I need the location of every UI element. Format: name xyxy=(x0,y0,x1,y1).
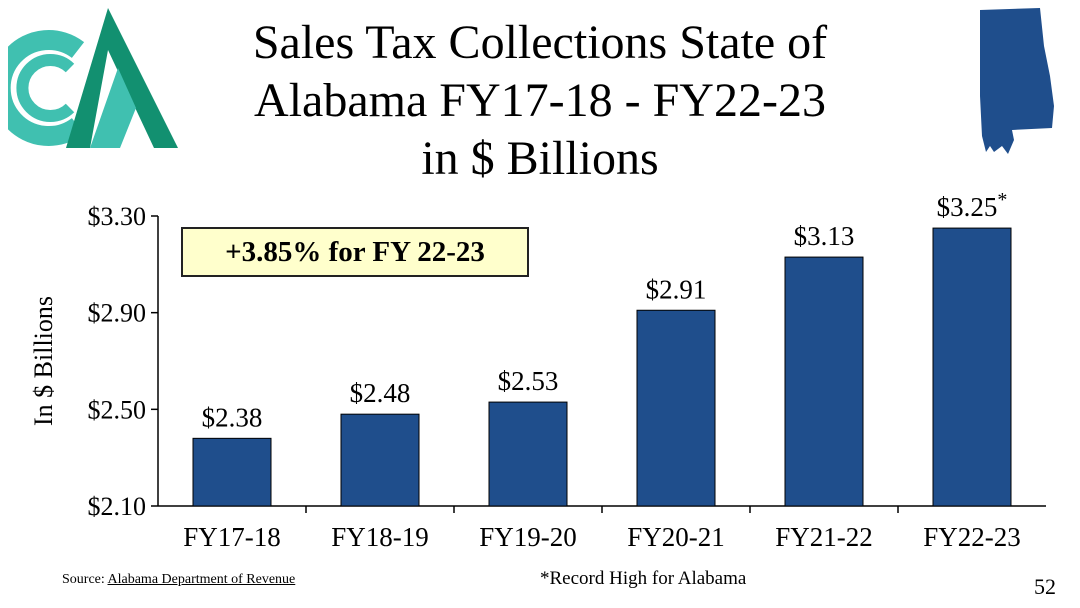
record-footnote: *Record High for Alabama xyxy=(540,568,747,589)
x-tick-label: FY21-22 xyxy=(775,522,873,552)
chart-labels: $2.10 $2.50 $2.90 $3.30 In $ Billions FY17-18… xyxy=(29,189,1021,552)
y-tick-label: $3.30 xyxy=(88,202,147,231)
bar-FY17-18 xyxy=(192,437,272,507)
bar-FY21-22 xyxy=(784,256,864,507)
record-asterisk: * xyxy=(997,189,1007,211)
x-tick-label: FY22-23 xyxy=(923,522,1021,552)
x-tick-label: FY17-18 xyxy=(183,522,281,552)
title-line-1: Sales Tax Collections State of xyxy=(252,16,828,69)
chart-axes xyxy=(151,215,1046,513)
title-line-3: in $ Billions xyxy=(421,132,659,185)
cm-logo xyxy=(8,8,178,148)
data-label: $2.38 xyxy=(202,402,263,432)
data-label: $3.25* xyxy=(937,189,1008,222)
x-tick-label: FY19-20 xyxy=(479,522,577,552)
y-tick-label: $2.50 xyxy=(88,395,147,424)
growth-callout: +3.85% for FY 22-23 xyxy=(181,227,529,277)
x-tick-label: FY20-21 xyxy=(627,522,725,552)
bar-FY22-23 xyxy=(932,227,1012,507)
data-label: $3.13 xyxy=(794,221,855,251)
data-label: $2.91 xyxy=(646,274,707,304)
chart-title: Sales Tax Collections State of Alabama F… xyxy=(190,14,890,188)
y-tick-label: $2.90 xyxy=(88,299,147,328)
bar-FY18-19 xyxy=(340,413,420,507)
y-axis-label: In $ Billions xyxy=(29,296,58,426)
x-tick-label: FY18-19 xyxy=(331,522,429,552)
page-number: 52 xyxy=(1034,574,1056,599)
source-prefix: Source: xyxy=(62,572,108,587)
alabama-map-icon xyxy=(980,8,1054,154)
chart-bars xyxy=(192,227,1012,507)
bar-FY19-20 xyxy=(488,401,568,507)
y-tick-label: $2.10 xyxy=(88,492,147,521)
data-label: $2.48 xyxy=(350,378,411,408)
source-link[interactable]: Alabama Department of Revenue xyxy=(107,572,296,587)
data-label: $2.53 xyxy=(498,366,559,396)
title-line-2: Alabama FY17-18 - FY22-23 xyxy=(254,74,826,127)
bar-FY20-21 xyxy=(636,309,716,507)
source-note: Source: Alabama Department of Revenue xyxy=(62,572,295,588)
